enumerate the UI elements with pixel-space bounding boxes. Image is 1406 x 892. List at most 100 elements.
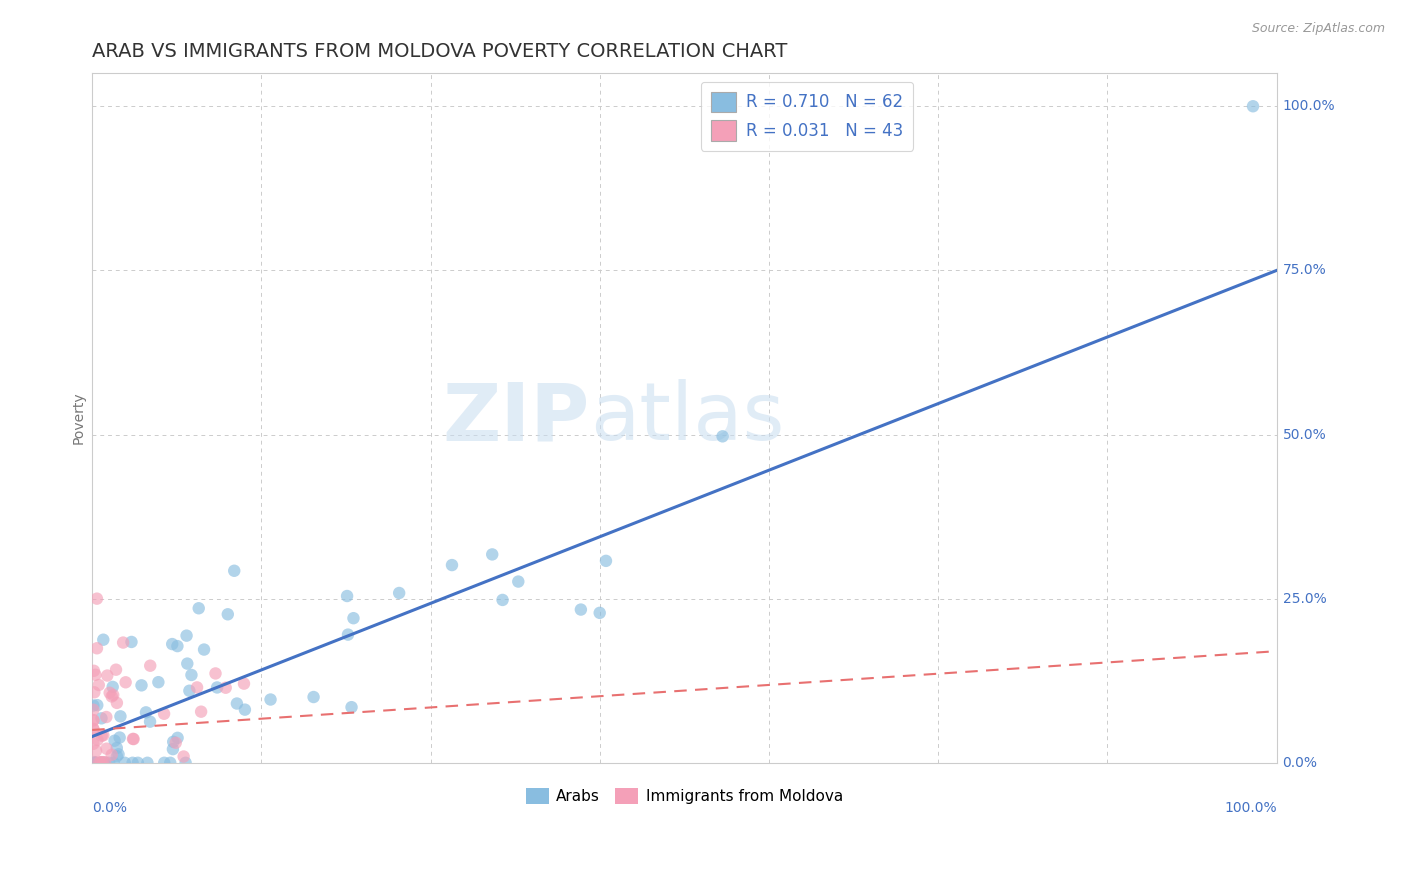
Point — [162, 742, 184, 756]
Point — [388, 586, 411, 600]
Point — [233, 676, 256, 690]
Point — [107, 747, 129, 762]
Point — [711, 429, 734, 443]
Point — [122, 731, 145, 746]
Point — [98, 686, 121, 700]
Point — [135, 706, 157, 720]
Legend: R = 0.710   N = 62, R = 0.031   N = 43: R = 0.710 N = 62, R = 0.031 N = 43 — [700, 82, 912, 151]
Point — [481, 548, 503, 562]
Point — [112, 635, 135, 649]
Point — [340, 700, 363, 714]
Point — [83, 756, 105, 770]
Text: 100.0%: 100.0% — [1282, 99, 1336, 113]
Point — [94, 755, 117, 769]
Point — [336, 589, 359, 603]
Point — [215, 681, 238, 695]
Point — [160, 637, 183, 651]
Point — [105, 749, 128, 764]
Point — [217, 607, 239, 622]
Point — [139, 658, 162, 673]
Point — [105, 663, 128, 677]
Point — [166, 731, 188, 745]
Y-axis label: Poverty: Poverty — [72, 392, 86, 444]
Point — [176, 629, 198, 643]
Point — [491, 593, 513, 607]
Point — [139, 714, 162, 729]
Point — [342, 611, 364, 625]
Text: 75.0%: 75.0% — [1282, 263, 1326, 277]
Point — [83, 756, 105, 770]
Point — [105, 696, 128, 710]
Text: 0.0%: 0.0% — [1282, 756, 1317, 770]
Point — [84, 744, 107, 758]
Point — [121, 635, 143, 649]
Point — [82, 714, 104, 728]
Point — [84, 667, 107, 681]
Point — [179, 683, 201, 698]
Text: 0.0%: 0.0% — [93, 801, 127, 814]
Point — [83, 685, 105, 699]
Point — [1241, 99, 1264, 113]
Point — [193, 642, 215, 657]
Point — [96, 668, 118, 682]
Point — [86, 698, 108, 713]
Point — [336, 627, 359, 641]
Point — [100, 690, 122, 704]
Point — [82, 698, 104, 713]
Point — [595, 554, 617, 568]
Point — [131, 678, 153, 692]
Point — [86, 591, 108, 606]
Point — [105, 741, 128, 756]
Point — [82, 737, 104, 751]
Point — [103, 688, 125, 702]
Point — [153, 756, 176, 770]
Point — [108, 731, 131, 745]
Point — [569, 602, 592, 616]
Point — [82, 713, 104, 727]
Text: ARAB VS IMMIGRANTS FROM MOLDOVA POVERTY CORRELATION CHART: ARAB VS IMMIGRANTS FROM MOLDOVA POVERTY … — [93, 42, 787, 61]
Point — [186, 681, 208, 695]
Point — [176, 657, 198, 671]
Point — [159, 756, 181, 770]
Point — [104, 733, 127, 747]
Point — [103, 756, 125, 770]
Point — [82, 723, 104, 737]
Point — [87, 678, 110, 692]
Text: atlas: atlas — [589, 379, 785, 457]
Point — [114, 756, 136, 770]
Point — [440, 558, 463, 572]
Point — [89, 755, 111, 769]
Text: 25.0%: 25.0% — [1282, 591, 1326, 606]
Text: 50.0%: 50.0% — [1282, 427, 1326, 442]
Point — [180, 668, 202, 682]
Point — [165, 736, 187, 750]
Point — [83, 755, 105, 769]
Point — [233, 703, 256, 717]
Point — [96, 741, 118, 756]
Point — [148, 675, 170, 690]
Point — [90, 729, 112, 743]
Point — [162, 735, 184, 749]
Point — [153, 706, 176, 721]
Point — [93, 756, 115, 770]
Point — [187, 601, 209, 615]
Point — [100, 747, 122, 762]
Point — [121, 756, 143, 770]
Point — [84, 756, 107, 770]
Point — [90, 755, 112, 769]
Point — [91, 632, 114, 647]
Text: Source: ZipAtlas.com: Source: ZipAtlas.com — [1251, 22, 1385, 36]
Text: 100.0%: 100.0% — [1225, 801, 1277, 814]
Point — [91, 755, 114, 769]
Point — [259, 692, 281, 706]
Point — [86, 732, 108, 747]
Point — [82, 722, 104, 736]
Point — [190, 705, 212, 719]
Point — [204, 666, 226, 681]
Point — [114, 675, 136, 690]
Point — [127, 756, 149, 770]
Point — [224, 564, 246, 578]
Point — [205, 681, 228, 695]
Point — [136, 756, 159, 770]
Point — [110, 709, 132, 723]
